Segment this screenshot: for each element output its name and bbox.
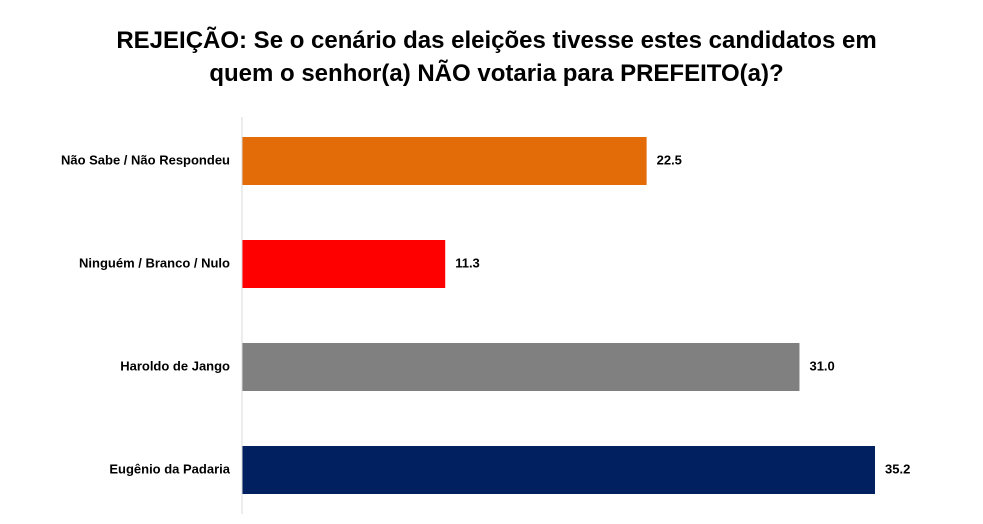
value-label-1: 11.3: [455, 255, 480, 270]
category-label-1: Ninguém / Branco / Nulo: [79, 255, 230, 270]
bar-1: [242, 240, 446, 288]
category-label-3: Eugênio da Padaria: [109, 461, 230, 476]
bar-2: [242, 343, 800, 391]
bar-3: [242, 446, 875, 494]
value-label-2: 31.0: [809, 358, 834, 373]
category-label-2: Haroldo de Jango: [120, 358, 230, 373]
category-label-0: Não Sabe / Não Respondeu: [61, 152, 230, 167]
chart-title: REJEIÇÃO: Se o cenário das eleições tive…: [60, 24, 933, 90]
chart-title-line-2: quem o senhor(a) NÃO votaria para PREFEI…: [209, 60, 784, 87]
value-label-3: 35.2: [885, 461, 910, 476]
chart-title-line-1: REJEIÇÃO: Se o cenário das eleições tive…: [116, 27, 877, 54]
bar-0: [242, 137, 647, 185]
bars-layer: Não Sabe / Não Respondeu 22.5 Ninguém / Br…: [61, 137, 910, 494]
value-label-0: 22.5: [657, 152, 682, 167]
